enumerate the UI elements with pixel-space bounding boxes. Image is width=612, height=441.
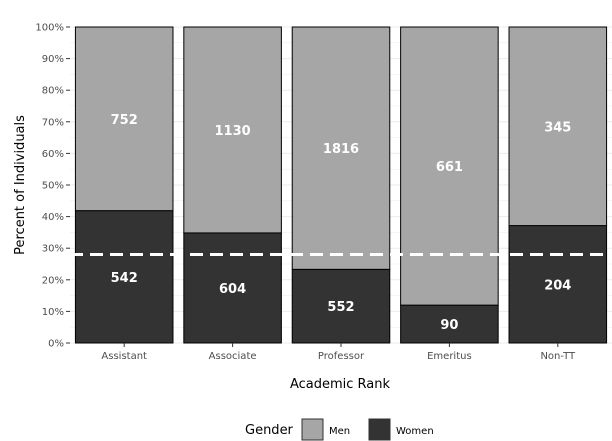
bar-women	[400, 304, 499, 344]
data-label-women: 542	[111, 271, 138, 286]
y-tick-label: 90%	[42, 54, 64, 65]
data-label-men: 661	[436, 160, 463, 175]
data-label-women: 552	[327, 300, 354, 315]
y-tick-label: 40%	[42, 212, 64, 223]
bar-men	[508, 26, 608, 227]
legend-title: Gender	[245, 423, 294, 438]
x-tick-label: Emeritus	[427, 351, 472, 362]
y-tick-label: 0%	[48, 339, 64, 350]
data-label-men: 1130	[215, 124, 251, 139]
x-tick-label: Associate	[209, 351, 257, 362]
y-tick-label: 70%	[42, 117, 64, 128]
bars: 542 752 604 1130 552 1816 90 661 204 345	[74, 26, 608, 344]
legend-label-women: Women	[396, 426, 434, 437]
y-tick-label: 100%	[35, 23, 64, 34]
bar-men	[183, 26, 282, 234]
x-tick-label: Assistant	[101, 351, 147, 362]
y-tick-label: 50%	[42, 181, 64, 192]
bar-women	[74, 210, 174, 344]
legend-swatch-women	[368, 418, 391, 441]
data-label-men: 1816	[323, 142, 359, 157]
data-label-women: 90	[440, 318, 458, 333]
data-label-men: 752	[111, 113, 138, 128]
y-tick-label: 10%	[42, 307, 64, 318]
y-tick-label: 30%	[42, 244, 64, 255]
bar-men	[291, 26, 391, 270]
legend: Gender Men Women	[245, 418, 434, 441]
x-axis-title: Academic Rank	[290, 377, 391, 392]
y-tick-label: 20%	[42, 275, 64, 286]
y-tick-label: 80%	[42, 86, 64, 97]
bar-women	[291, 268, 391, 344]
data-label-men: 345	[544, 120, 571, 135]
y-tick-label: 60%	[42, 149, 64, 160]
bar-women	[508, 225, 608, 344]
data-label-women: 204	[544, 278, 571, 293]
x-tick-label: Professor	[318, 351, 365, 362]
bar-men	[400, 26, 499, 306]
legend-label-men: Men	[329, 426, 350, 437]
x-tick-label: Non-TT	[540, 351, 576, 362]
x-axis: Assistant Associate Professor Emeritus Non-T…	[101, 343, 576, 362]
y-axis-title: Percent of Individuals	[13, 115, 28, 255]
legend-swatch-men	[301, 418, 324, 441]
y-axis: 0% 10% 20% 30% 40% 50% 60% 70% 80% 90% 100%	[35, 23, 70, 350]
data-label-women: 604	[219, 282, 246, 297]
bar-men	[74, 26, 174, 212]
